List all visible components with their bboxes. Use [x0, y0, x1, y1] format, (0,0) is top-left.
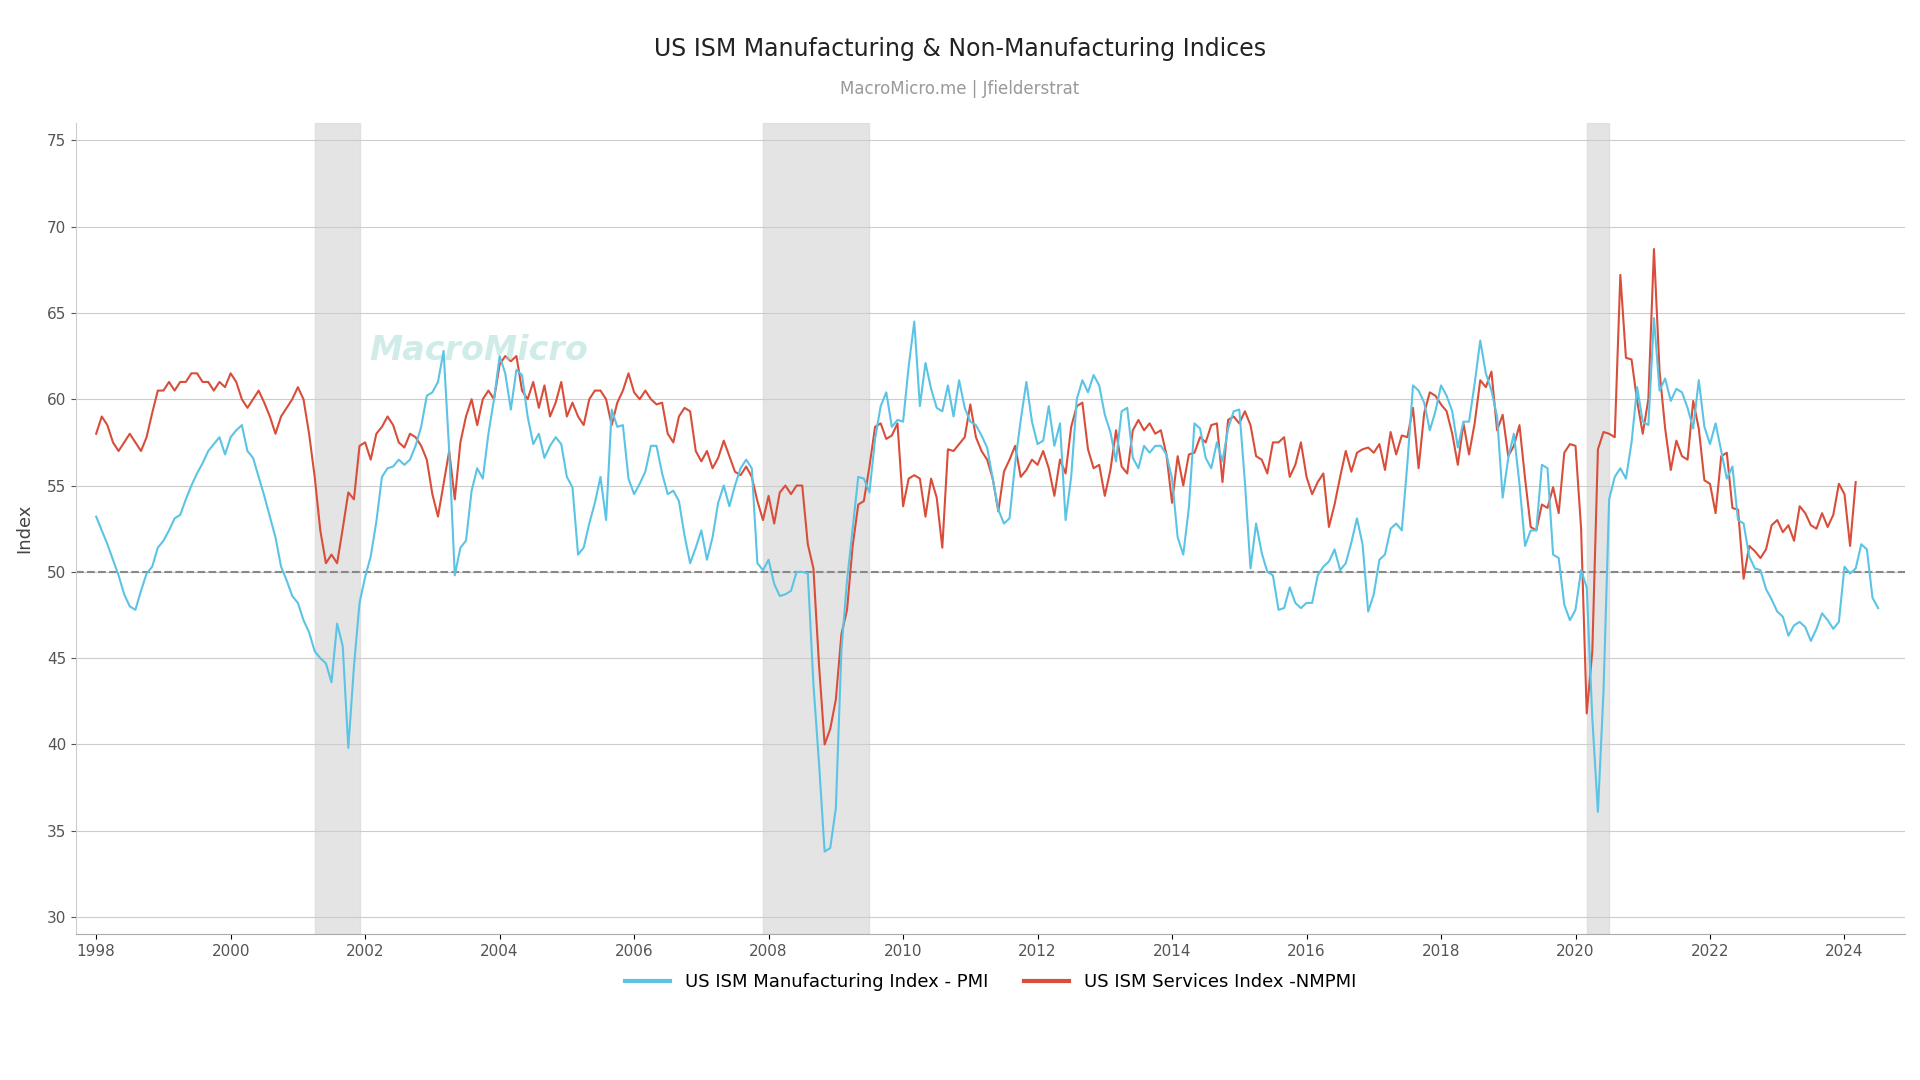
Text: MacroMicro.me | Jfielderstrat: MacroMicro.me | Jfielderstrat: [841, 80, 1079, 97]
Bar: [764, 123, 870, 934]
Text: MacroMicro: MacroMicro: [369, 334, 588, 367]
Bar: [315, 123, 359, 934]
Text: US ISM Manufacturing & Non-Manufacturing Indices: US ISM Manufacturing & Non-Manufacturing…: [655, 37, 1265, 60]
Y-axis label: Index: Index: [15, 504, 33, 553]
Bar: [1588, 123, 1609, 934]
Legend: US ISM Manufacturing Index - PMI, US ISM Services Index -NMPMI: US ISM Manufacturing Index - PMI, US ISM…: [618, 966, 1363, 998]
